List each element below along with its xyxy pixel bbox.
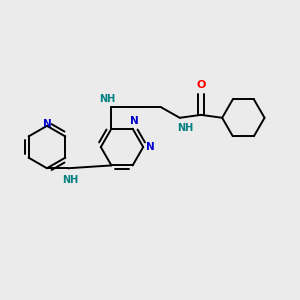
Text: NH: NH — [99, 94, 115, 104]
Text: N: N — [146, 142, 155, 152]
Text: NH: NH — [177, 123, 193, 133]
Text: N: N — [43, 119, 51, 129]
Text: NH: NH — [62, 175, 79, 185]
Text: N: N — [130, 116, 139, 126]
Text: O: O — [196, 80, 206, 90]
